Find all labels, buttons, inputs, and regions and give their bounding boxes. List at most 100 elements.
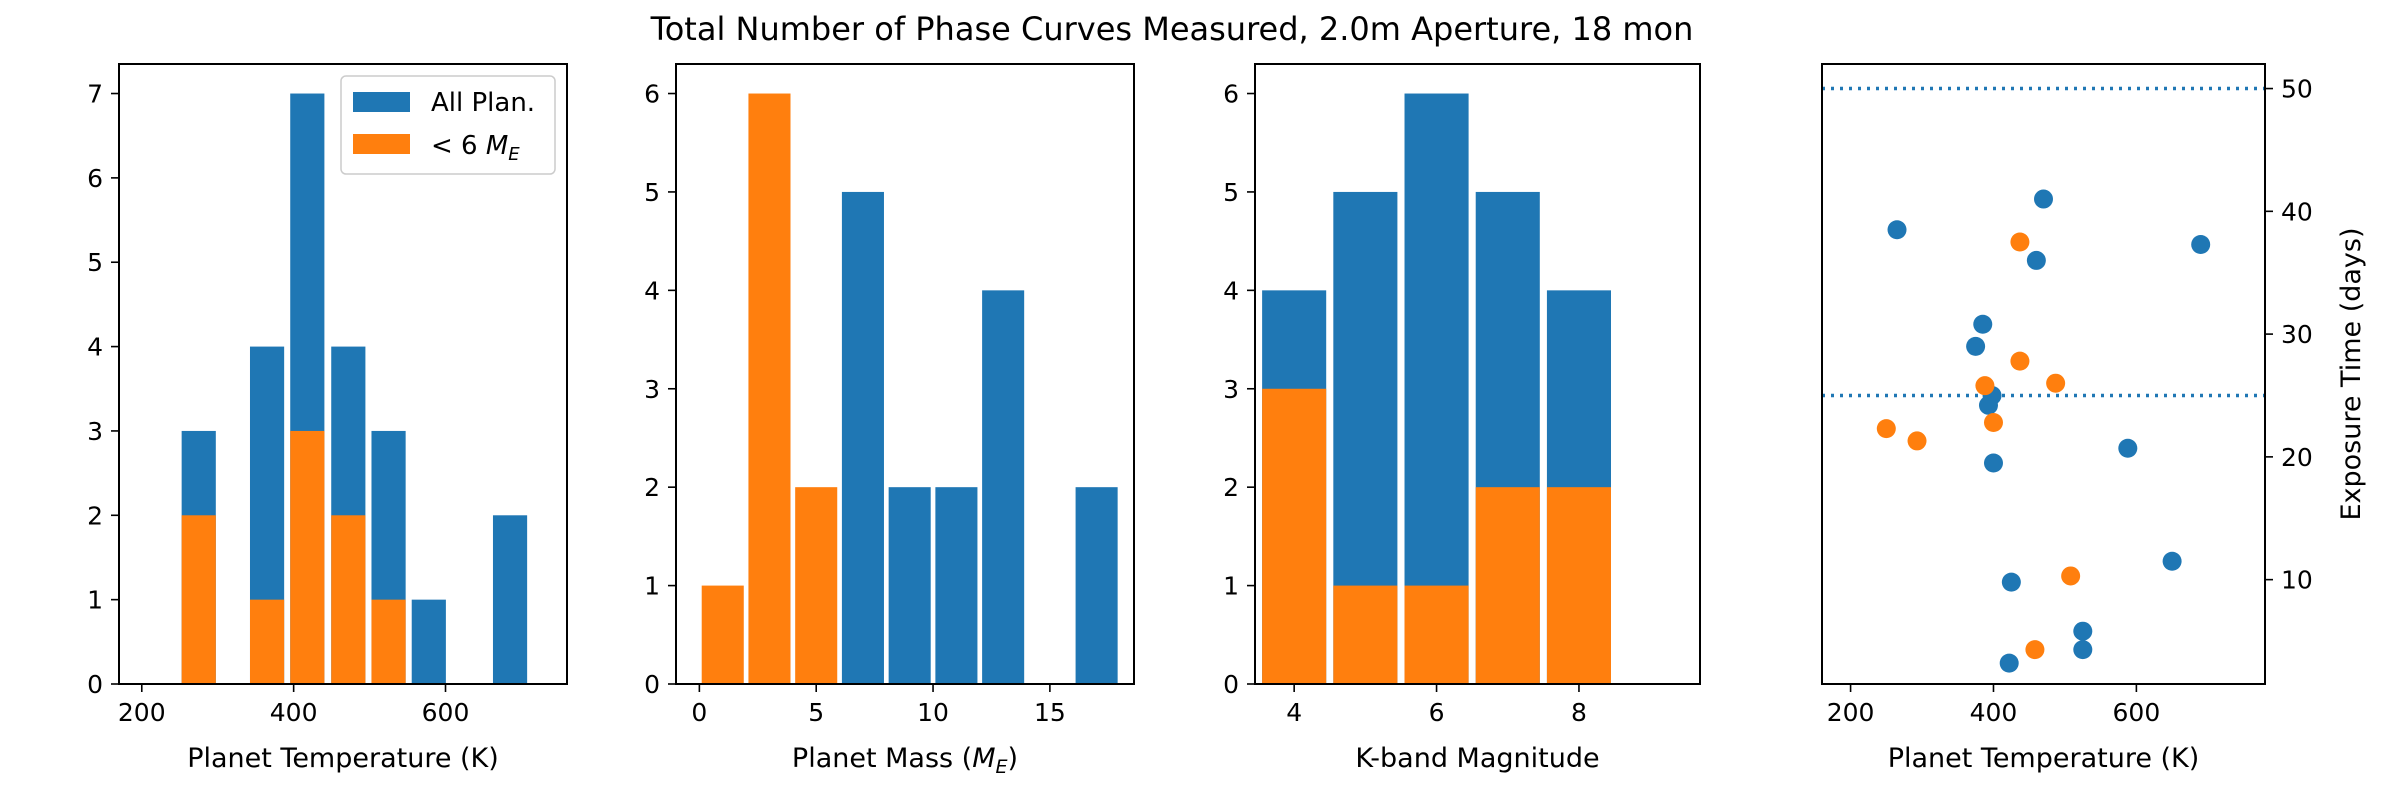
point-all-planets <box>2162 551 2182 571</box>
y-tick-label: 2 <box>644 473 660 502</box>
x-tick-label: 6 <box>1429 698 1445 727</box>
point-small-planets <box>2010 232 2030 252</box>
legend-label-small: < 6 ME <box>431 131 520 165</box>
bar-small-planets <box>1333 585 1398 684</box>
bar-small-planets <box>181 515 216 684</box>
x-axis-label: Planet Temperature (K) <box>187 743 499 774</box>
y-tick-label: 6 <box>87 164 103 193</box>
point-all-planets <box>1978 395 1998 415</box>
axes-frame <box>1254 63 1701 685</box>
bar-all-planets <box>411 599 446 684</box>
legend-swatch-small <box>353 134 410 154</box>
bar-small-planets <box>1404 585 1469 684</box>
figure-title: Total Number of Phase Curves Measured, 2… <box>650 10 1694 48</box>
point-small-planets <box>2010 351 2030 371</box>
legend-swatch-all <box>353 92 410 112</box>
x-tick-label: 5 <box>808 698 824 727</box>
x-tick-label: 10 <box>917 698 949 727</box>
point-all-planets <box>2073 621 2093 641</box>
y-tick-label: 1 <box>1223 572 1239 601</box>
x-tick-label: 400 <box>1970 698 2018 727</box>
bar-small-planets <box>290 430 325 684</box>
y-tick-label: 3 <box>644 375 660 404</box>
y-tick-label: 2 <box>87 501 103 530</box>
chart-panel-4: 200 400 600 10 20 30 40 50 Planet Temperature (K… <box>1821 63 2367 774</box>
point-all-planets <box>1966 336 1986 356</box>
bar-small-planets <box>371 599 406 684</box>
bar-small-planets <box>249 599 285 684</box>
point-all-planets <box>2001 572 2021 592</box>
bar-all-planets <box>1075 487 1118 684</box>
x-tick-label: 0 <box>691 698 707 727</box>
bar-small-planets <box>701 585 744 684</box>
y-tick-label: 1 <box>87 586 103 615</box>
bar-small-planets <box>1546 487 1611 684</box>
point-small-planets <box>2025 640 2045 660</box>
y-tick-label: 4 <box>644 276 660 305</box>
chart-panel-3: 4 6 8 0 1 2 3 4 5 6 K-band Magnitude <box>1223 63 1701 774</box>
point-all-planets <box>2118 438 2138 458</box>
x-tick-label: 4 <box>1286 698 1302 727</box>
point-all-planets <box>1973 314 1993 334</box>
legend: All Plan. < 6 ME <box>340 75 556 175</box>
y-axis-label: Exposure Time (days) <box>2336 227 2367 520</box>
x-axis-label: K-band Magnitude <box>1355 743 1599 774</box>
y-tick-label: 20 <box>2281 443 2313 472</box>
bar-all-planets <box>888 487 931 684</box>
y-tick-label: 5 <box>87 248 103 277</box>
y-tick-label: 4 <box>1223 276 1239 305</box>
y-tick-label: 50 <box>2281 75 2313 104</box>
point-small-planets <box>1975 376 1995 396</box>
y-tick-label: 40 <box>2281 197 2313 226</box>
y-tick-label: 0 <box>87 670 103 699</box>
x-tick-label: 600 <box>422 698 470 727</box>
y-tick-label: 0 <box>644 670 660 699</box>
y-tick-label: 6 <box>1223 80 1239 109</box>
y-tick-label: 4 <box>87 333 103 362</box>
y-tick-label: 2 <box>1223 473 1239 502</box>
bar-all-planets <box>841 191 884 684</box>
y-tick-label: 0 <box>1223 670 1239 699</box>
point-small-planets <box>1983 412 2003 432</box>
x-tick-label: 200 <box>1827 698 1875 727</box>
bar-small-planets <box>331 515 366 684</box>
x-axis-label: Planet Mass (ME) <box>792 743 1018 778</box>
bar-all-planets <box>982 290 1025 684</box>
point-all-planets <box>1887 220 1907 240</box>
point-small-planets <box>1907 431 1927 451</box>
point-all-planets <box>1983 453 2003 473</box>
bar-small-planets <box>1262 388 1327 684</box>
axes-frame <box>1821 63 2266 685</box>
y-tick-label: 7 <box>87 80 103 109</box>
point-all-planets <box>2191 234 2211 254</box>
y-tick-label: 3 <box>87 417 103 446</box>
point-small-planets <box>2046 373 2066 393</box>
point-all-planets <box>2034 189 2053 209</box>
x-tick-label: 400 <box>270 698 318 727</box>
y-tick-label: 1 <box>644 572 660 601</box>
y-tick-label: 3 <box>1223 375 1239 404</box>
bar-small-planets <box>1475 487 1540 684</box>
x-axis-label: Planet Temperature (K) <box>1888 743 2200 774</box>
x-tick-label: 8 <box>1571 698 1587 727</box>
point-all-planets <box>2073 640 2093 660</box>
point-all-planets <box>2026 250 2046 270</box>
bar-all-planets <box>492 515 528 684</box>
x-tick-label: 200 <box>118 698 166 727</box>
x-tick-label: 600 <box>2113 698 2161 727</box>
y-tick-label: 6 <box>644 80 660 109</box>
legend-label-all: All Plan. <box>431 88 535 118</box>
y-tick-label: 5 <box>644 178 660 207</box>
y-tick-label: 30 <box>2281 320 2313 349</box>
chart-panel-1: 200 400 600 0 1 2 3 4 5 6 7 Planet Temperature (K) A… <box>87 63 568 774</box>
bar-small-planets <box>795 487 838 684</box>
y-tick-label: 5 <box>1223 178 1239 207</box>
bar-all-planets <box>935 487 978 684</box>
y-tick-label: 10 <box>2281 566 2313 595</box>
point-small-planets <box>2061 566 2081 586</box>
chart-panel-2: 0 5 10 15 0 1 2 3 4 5 6 Planet Mass (ME) <box>644 63 1135 778</box>
point-all-planets <box>1999 653 2019 673</box>
x-tick-label: 15 <box>1034 698 1066 727</box>
axes-frame <box>118 63 568 685</box>
